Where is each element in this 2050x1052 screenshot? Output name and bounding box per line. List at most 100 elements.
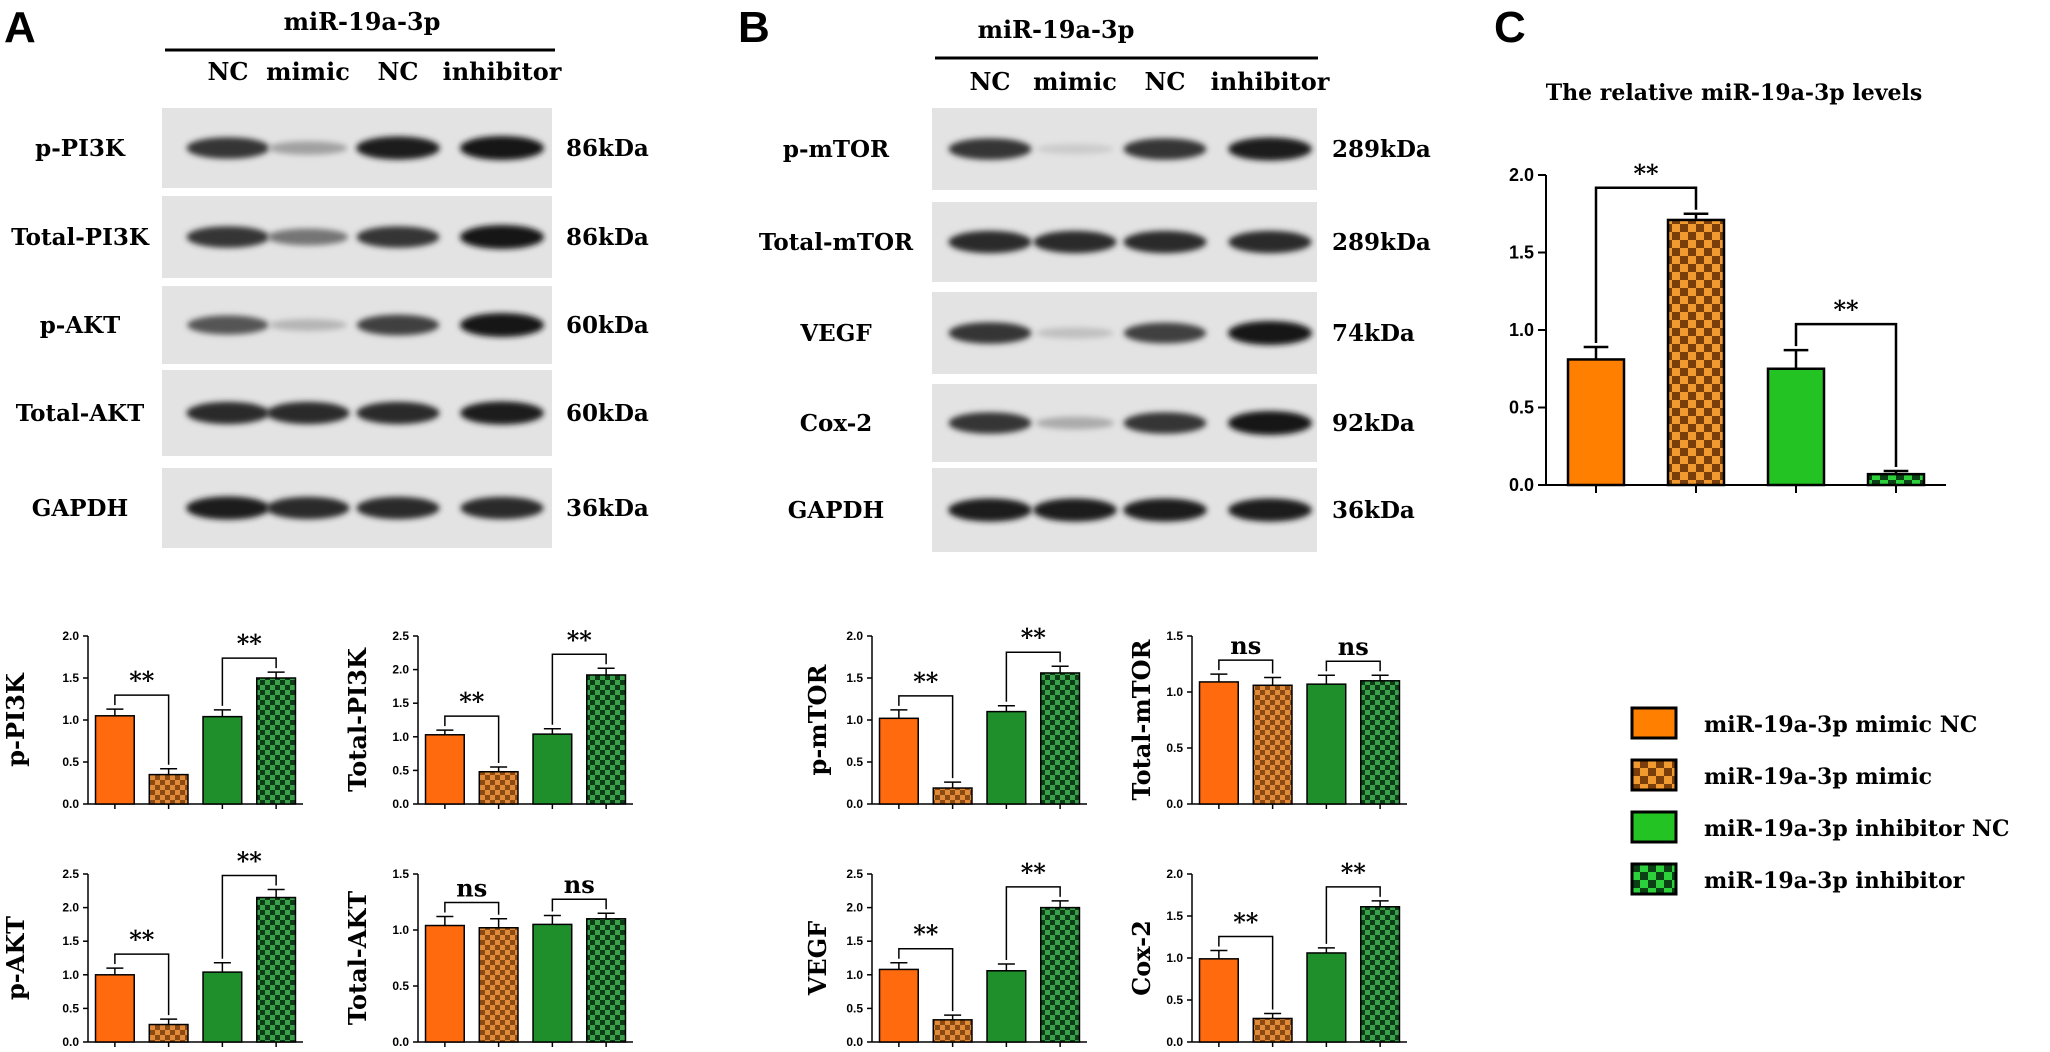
protein-band [1033, 230, 1117, 254]
y-tick-label: 1.5 [1166, 909, 1183, 923]
protein-band [948, 498, 1032, 522]
y-tick-label: 1.0 [846, 713, 863, 727]
blot-label: GAPDH [788, 497, 884, 524]
protein-band [186, 401, 270, 425]
y-tick-label: 2.0 [846, 629, 863, 643]
bar [1566, 358, 1626, 487]
relative-levels-chart: The relative miR-19a-3p levels 0.0 0.5 1.0 1… [1509, 80, 1946, 495]
significance-label: ** [1633, 159, 1659, 188]
bar [256, 896, 297, 1043]
panel-b-blots: p-mTOR 289kDa Total-mTOR 289kDa VEGF 74kDa Cox… [759, 108, 1431, 552]
y-axis-label: VEGF [803, 921, 832, 996]
protein-band [460, 136, 544, 160]
bar [424, 734, 465, 805]
significance-bracket [551, 898, 607, 912]
bar [478, 927, 519, 1043]
protein-band [948, 412, 1032, 434]
blot-label: Total-mTOR [759, 229, 914, 256]
legend-swatch [1630, 810, 1678, 844]
y-tick-label: 2.0 [392, 663, 409, 677]
bar [986, 970, 1027, 1043]
legend-label: miR-19a-3p inhibitor NC [1704, 816, 2010, 842]
protein-band [948, 138, 1032, 160]
significance-bracket [1325, 886, 1381, 944]
protein-band [266, 401, 350, 425]
significance-bracket [1594, 186, 1698, 344]
significance-label: ns [1338, 632, 1369, 661]
bar [1866, 472, 1926, 487]
bar [878, 717, 919, 805]
protein-band [268, 141, 348, 155]
lane-label-b-0: NC [969, 67, 1010, 96]
lane-label-b-3: inhibitor [1211, 67, 1330, 96]
y-axis-label: p-mTOR [803, 664, 832, 776]
protein-band [1035, 416, 1115, 430]
blot-kda: 86kDa [566, 224, 649, 251]
protein-band [460, 313, 544, 337]
bar [1666, 218, 1726, 487]
y-tick-label: 2.5 [62, 867, 79, 881]
blot-label: Total-PI3K [11, 224, 150, 251]
y-tick-label: 0.0 [62, 797, 79, 811]
significance-bracket [1005, 886, 1061, 961]
y-tick-label: 0.0 [392, 797, 409, 811]
bar [1252, 1017, 1293, 1043]
bar [586, 918, 627, 1043]
significance-label: ** [1833, 295, 1859, 324]
legend-label: miR-19a-3p inhibitor [1704, 868, 1965, 894]
protein-band [356, 401, 440, 425]
y-tick-label: 1.5 [1166, 629, 1183, 643]
lane-label-a-3: inhibitor [443, 57, 562, 86]
significance-bracket [551, 653, 607, 725]
y-tick-label: 0.0 [392, 1035, 409, 1049]
significance-label: ** [1233, 907, 1259, 936]
blot-kda: 86kDa [566, 135, 649, 162]
bar [148, 1023, 189, 1043]
y-tick-label: 0.0 [1509, 475, 1534, 495]
bar-chart-VEGF: 0.0 0.5 1.0 1.5 2.0 2.5 VEGF ** ** [803, 858, 1087, 1049]
panel-a-lane-labels: NC mimic NC inhibitor [207, 57, 561, 86]
protein-band [356, 136, 440, 160]
panel-a-group-title: miR-19a-3p [284, 7, 441, 36]
chart-c-title: The relative miR-19a-3p levels [1546, 80, 1922, 106]
legend-label: miR-19a-3p mimic [1704, 764, 1932, 790]
significance-bracket [1325, 660, 1381, 672]
legend-label: miR-19a-3p mimic NC [1704, 712, 1977, 738]
significance-bracket [898, 695, 954, 779]
blot-kda: 289kDa [1332, 229, 1431, 256]
significance-bracket [1218, 659, 1274, 674]
significance-label: ns [564, 870, 595, 899]
protein-band [1228, 137, 1312, 161]
lane-label-a-0: NC [207, 57, 248, 86]
protein-band [948, 322, 1032, 344]
significance-label: ** [913, 920, 939, 949]
protein-band [266, 496, 350, 520]
y-tick-label: 2.0 [62, 629, 79, 643]
protein-band [1036, 143, 1114, 155]
significance-label: ** [129, 925, 155, 954]
significance-bracket [114, 953, 170, 1016]
significance-label: ** [1021, 623, 1047, 652]
significance-label: ** [237, 629, 263, 658]
significance-bracket [1005, 651, 1061, 702]
protein-band [356, 226, 440, 248]
significance-label: ** [459, 687, 485, 716]
protein-band [1228, 411, 1312, 435]
protein-band [460, 496, 544, 520]
y-tick-label: 0.5 [846, 755, 863, 769]
y-tick-label: 0.5 [62, 1001, 79, 1015]
y-tick-label: 0.0 [62, 1035, 79, 1049]
significance-label: ** [1021, 858, 1047, 887]
y-tick-label: 2.0 [62, 901, 79, 915]
protein-band [1123, 230, 1207, 254]
y-tick-label: 0.5 [392, 979, 409, 993]
bar-chart-Cox-2: 0.0 0.5 1.0 1.5 2.0 Cox-2 ** ** [1127, 858, 1407, 1049]
y-tick-label: 2.0 [1166, 867, 1183, 881]
y-tick-label: 1.5 [392, 867, 409, 881]
protein-band [1228, 230, 1312, 254]
bar-chart-p-mTOR: 0.0 0.5 1.0 1.5 2.0 p-mTOR ** ** [803, 623, 1087, 811]
y-tick-label: 1.0 [62, 713, 79, 727]
significance-label: ** [129, 666, 155, 695]
significance-label: ** [1341, 858, 1367, 887]
blot-label: p-mTOR [783, 136, 890, 163]
